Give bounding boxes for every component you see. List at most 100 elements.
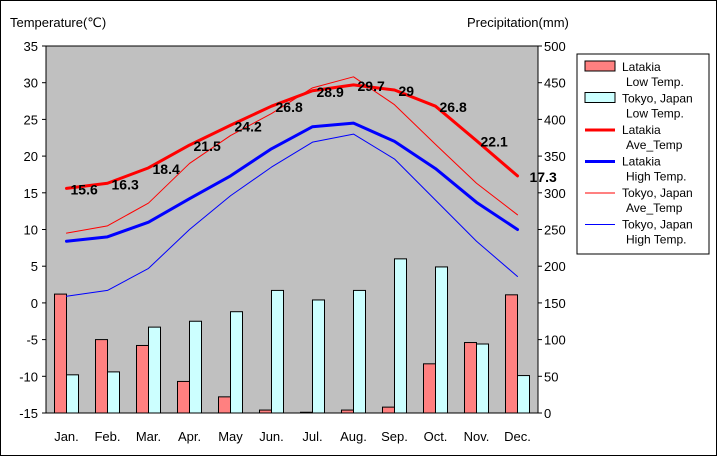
data-label: 15.6 <box>71 181 98 197</box>
left-tick-label: -10 <box>19 369 38 384</box>
right-axis-title: Precipitation(mm) <box>467 15 569 30</box>
x-tick-label: Aug. <box>340 429 367 444</box>
bar-series-1-month-8 <box>394 258 407 414</box>
bar-series-0-month-8 <box>382 406 395 414</box>
x-tick-label: Oct. <box>424 429 448 444</box>
bar-series-1-month-7 <box>353 289 366 414</box>
right-tick-label: 300 <box>544 186 566 201</box>
legend-label: Tokyo, Japan <box>622 186 693 200</box>
x-tick-label: Nov. <box>464 429 490 444</box>
legend-label: Latakia <box>622 155 661 169</box>
x-tick-label: Mar. <box>136 429 161 444</box>
right-tick-label: 400 <box>544 112 566 127</box>
bar-series-0-month-7 <box>341 409 354 414</box>
data-label: 26.8 <box>440 99 467 115</box>
left-axis: 35 30 25 20 15 10 5 0 -5 -10 -15 <box>19 39 46 421</box>
right-tick-label: 450 <box>544 76 566 91</box>
left-tick-label: 30 <box>24 76 38 91</box>
bar-series-0-month-4 <box>218 396 231 414</box>
left-tick-label: 20 <box>24 149 38 164</box>
bar-series-1-month-5 <box>271 289 284 414</box>
x-tick-label: May <box>218 429 243 444</box>
bar-series-1-month-3 <box>189 320 202 414</box>
bar-series-1-month-11 <box>517 375 530 414</box>
bar-series-1-month-0 <box>66 374 79 414</box>
data-label: 16.3 <box>112 176 139 192</box>
bar-series-0-month-0 <box>54 293 67 414</box>
x-tick-label: Sep. <box>381 429 408 444</box>
legend-label: Low Temp. <box>626 107 684 121</box>
x-tick-label: Jun. <box>259 429 284 444</box>
left-tick-label: 35 <box>24 39 38 54</box>
left-tick-label: 5 <box>31 259 38 274</box>
data-label: 17.3 <box>530 169 557 185</box>
x-tick-label: Feb. <box>94 429 120 444</box>
x-tick-label: Apr. <box>178 429 201 444</box>
right-tick-label: 500 <box>544 39 566 54</box>
bar-series-0-month-3 <box>177 380 190 414</box>
bar-series-0-month-10 <box>464 342 477 414</box>
bar-series-0-month-11 <box>505 294 518 414</box>
legend-label: Low Temp. <box>626 75 684 89</box>
bar-series-1-month-10 <box>476 343 489 414</box>
bar-series-0-month-5 <box>259 409 272 414</box>
data-label: 24.2 <box>235 118 262 134</box>
legend-label: Ave_Temp <box>626 138 683 152</box>
left-axis-title: Temperature(℃) <box>10 15 106 30</box>
bar-series-group <box>54 258 530 414</box>
line-series-1 <box>65 121 519 243</box>
line-series-0 <box>65 83 519 190</box>
bar-series-0-month-1 <box>95 339 108 414</box>
bar-series-0-month-6 <box>300 411 313 414</box>
right-tick-label: 0 <box>544 406 551 421</box>
legend-swatch <box>584 60 616 72</box>
data-label: 26.8 <box>276 99 303 115</box>
right-tick-label: 350 <box>544 149 566 164</box>
bar-series-0-month-2 <box>136 344 149 414</box>
bar-series-1-month-9 <box>435 266 448 414</box>
left-tick-label: 0 <box>31 296 38 311</box>
right-tick-label: 100 <box>544 333 566 348</box>
data-label: 29.7 <box>358 78 385 94</box>
bar-series-1-month-1 <box>107 371 120 414</box>
right-tick-label: 250 <box>544 223 566 238</box>
bar-series-1-month-2 <box>148 326 161 414</box>
bar-series-1-month-4 <box>230 311 243 414</box>
x-axis: Jan. Feb. Mar. Apr. May Jun. Jul. Aug. Sep. Oct. N… <box>54 429 531 444</box>
data-label: 28.9 <box>317 84 344 100</box>
legend-label: Latakia <box>622 123 661 137</box>
data-label: 29 <box>399 83 415 99</box>
left-tick-label: 10 <box>24 223 38 238</box>
line-series-group <box>65 76 519 297</box>
legend-label: High Temp. <box>626 170 686 184</box>
bar-series-1-month-6 <box>312 299 325 414</box>
left-tick-label: -15 <box>19 406 38 421</box>
x-tick-label: Jul. <box>302 429 322 444</box>
right-tick-label: 50 <box>544 369 558 384</box>
data-label: 22.1 <box>481 134 508 150</box>
legend-label: Tokyo, Japan <box>622 218 693 232</box>
legend-label: Ave_Temp <box>626 201 683 215</box>
legend-label: High Temp. <box>626 233 686 247</box>
line-series-2 <box>66 76 518 234</box>
legend-swatch <box>584 92 616 103</box>
left-tick-label: 15 <box>24 186 38 201</box>
right-tick-label: 200 <box>544 259 566 274</box>
legend-box <box>576 53 710 255</box>
line-series-3 <box>66 133 518 297</box>
x-tick-label: Jan. <box>54 429 79 444</box>
bar-series-0-month-9 <box>423 363 436 414</box>
left-tick-label: -5 <box>26 333 38 348</box>
right-tick-label: 150 <box>544 296 566 311</box>
legend-label: Tokyo, Japan <box>622 92 693 106</box>
left-tick-label: 25 <box>24 112 38 127</box>
x-tick-label: Dec. <box>504 429 531 444</box>
data-labels-group: 15.6 16.3 18.4 21.5 24.2 26.8 28.9 29.7 29 26.8 22… <box>71 78 557 197</box>
legend-label: Latakia <box>622 60 661 74</box>
data-label: 21.5 <box>194 138 221 154</box>
data-label: 18.4 <box>153 161 180 177</box>
